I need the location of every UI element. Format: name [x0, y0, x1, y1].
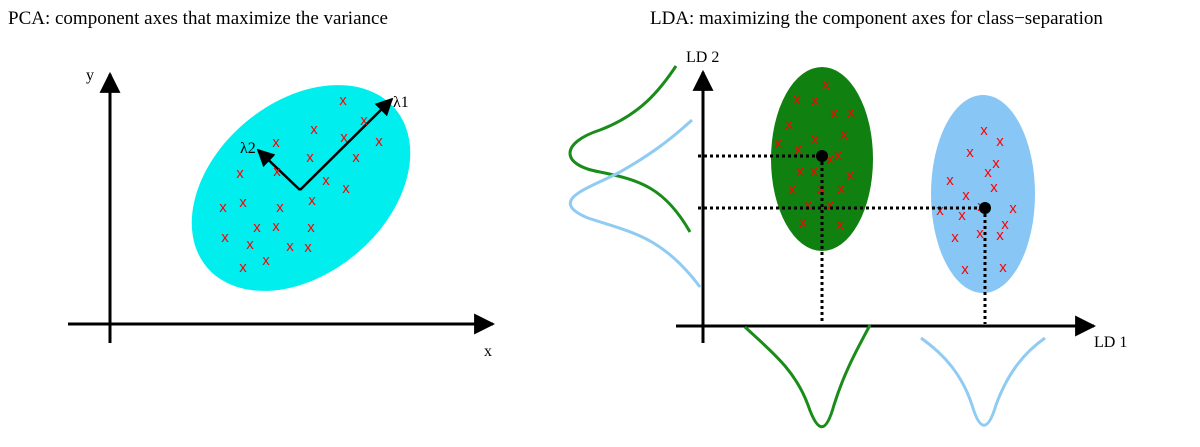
pca-sample-marker-9: x: [236, 165, 244, 182]
lda-sample-marker-40: x: [999, 259, 1007, 276]
lda-class-2-mean: [979, 202, 991, 214]
lda-sample-marker-5: x: [847, 104, 855, 121]
pca-sample-marker-18: x: [272, 218, 280, 235]
lda-sample-marker-16: x: [788, 181, 796, 198]
pca-sample-marker-14: x: [219, 199, 227, 216]
lda-sample-marker-4: x: [830, 105, 838, 122]
pca-sample-marker-11: x: [322, 172, 330, 189]
pca-sample-marker-21: x: [246, 236, 254, 253]
lda-sample-marker-20: x: [826, 197, 834, 214]
pca-sample-marker-19: x: [307, 219, 315, 236]
lda-sample-marker-29: x: [962, 187, 970, 204]
pca-sample-markers: xxx x xxx xx xx xxx x xx x xx x x xxx: [219, 92, 383, 276]
lda-sample-marker-3: x: [811, 92, 819, 109]
lda-sample-marker-14: x: [810, 163, 818, 180]
pca-sample-marker-16: x: [308, 192, 316, 209]
pca-component-1-arrow: [299, 97, 394, 191]
pca-component-1-label: λ1: [393, 94, 409, 111]
lda-title: LDA: maximizing the component axes for c…: [650, 8, 1103, 29]
lda-class-2-ld2-distribution: [569, 118, 702, 288]
lda-sample-marker-19: x: [804, 197, 812, 214]
pca-sample-marker-2: x: [360, 112, 368, 129]
pca-sample-marker-22: x: [286, 238, 294, 255]
lda-class-1-mean: [816, 150, 828, 162]
lda-sample-marker-1: x: [822, 76, 830, 93]
lda-sample-marker-12: x: [826, 151, 834, 168]
lda-sample-marker-2: x: [793, 91, 801, 108]
pca-sample-marker-20: x: [221, 229, 229, 246]
pca-sample-marker-25: x: [239, 259, 247, 276]
lda-sample-marker-15: x: [846, 167, 854, 184]
pca-y-axis-label: y: [86, 67, 94, 84]
lda-sample-marker-8: x: [774, 135, 782, 152]
pca-sample-marker-3: x: [310, 121, 318, 138]
lda-sample-marker-27: x: [946, 172, 954, 189]
pca-sample-marker-15: x: [276, 199, 284, 216]
lda-sample-marker-11: x: [834, 147, 842, 164]
lda-sample-marker-7: x: [840, 126, 848, 143]
lda-sample-marker-13: x: [796, 163, 804, 180]
pca-sample-marker-12: x: [342, 180, 350, 197]
lda-panel: xxxxxxxxxxxxxxxxxxxxxxxxxxxxxxxxxxxxxxxx…: [568, 49, 1127, 428]
pca-component-2-arrow: [256, 148, 301, 191]
pca-x-axis-label: x: [484, 343, 492, 360]
pca-panel: y x λ1 λ2 xxx x xxx xx xx xxx x xx x xx x x xxx: [68, 67, 496, 360]
lda-sample-marker-32: x: [1009, 200, 1017, 217]
lda-sample-marker-25: x: [966, 144, 974, 161]
pca-sample-marker-24: x: [262, 252, 270, 269]
lda-sample-marker-22: x: [836, 216, 844, 233]
pca-sample-marker-7: x: [306, 149, 314, 166]
lda-sample-marker-37: x: [976, 225, 984, 242]
lda-sample-marker-28: x: [984, 164, 992, 181]
lda-sample-marker-35: x: [1001, 216, 1009, 233]
lda-class-2-ellipse: [931, 95, 1035, 293]
lda-class-2-ld1-distribution: [920, 336, 1046, 427]
pca-sample-marker-1: x: [339, 92, 347, 109]
pca-sample-marker-8: x: [352, 149, 360, 166]
lda-sample-marker-24: x: [996, 133, 1004, 150]
lda-sample-marker-34: x: [958, 207, 966, 224]
lda-sample-marker-30: x: [990, 179, 998, 196]
lda-sample-marker-23: x: [980, 122, 988, 139]
lda-sample-marker-6: x: [785, 116, 793, 133]
pca-title: PCA: component axes that maximize the va…: [8, 8, 388, 29]
lda-sample-marker-18: x: [837, 180, 845, 197]
lda-sample-marker-10: x: [794, 141, 802, 158]
pca-sample-marker-13: x: [239, 194, 247, 211]
lda-sample-marker-38: x: [996, 227, 1004, 244]
pca-sample-marker-4: x: [340, 129, 348, 146]
lda-class-1-ld1-distribution: [743, 324, 872, 428]
lda-sample-marker-9: x: [811, 131, 819, 148]
lda-sample-marker-39: x: [961, 261, 969, 278]
pca-sample-marker-10: x: [273, 163, 281, 180]
lda-ld2-axis-label: LD 2: [686, 49, 719, 66]
lda-ld1-axis-label: LD 1: [1094, 334, 1127, 351]
pca-component-2-label: λ2: [240, 140, 256, 157]
lda-sample-marker-36: x: [951, 229, 959, 246]
pca-sample-marker-5: x: [375, 133, 383, 150]
lda-sample-marker-26: x: [992, 155, 1000, 172]
lda-sample-marker-33: x: [936, 202, 944, 219]
lda-class-1-ld2-distribution: [568, 65, 692, 233]
pca-sample-marker-17: x: [253, 219, 261, 236]
pca-sample-marker-23: x: [304, 239, 312, 256]
pca-sample-marker-6: x: [272, 134, 280, 151]
lda-sample-marker-21: x: [799, 214, 807, 231]
